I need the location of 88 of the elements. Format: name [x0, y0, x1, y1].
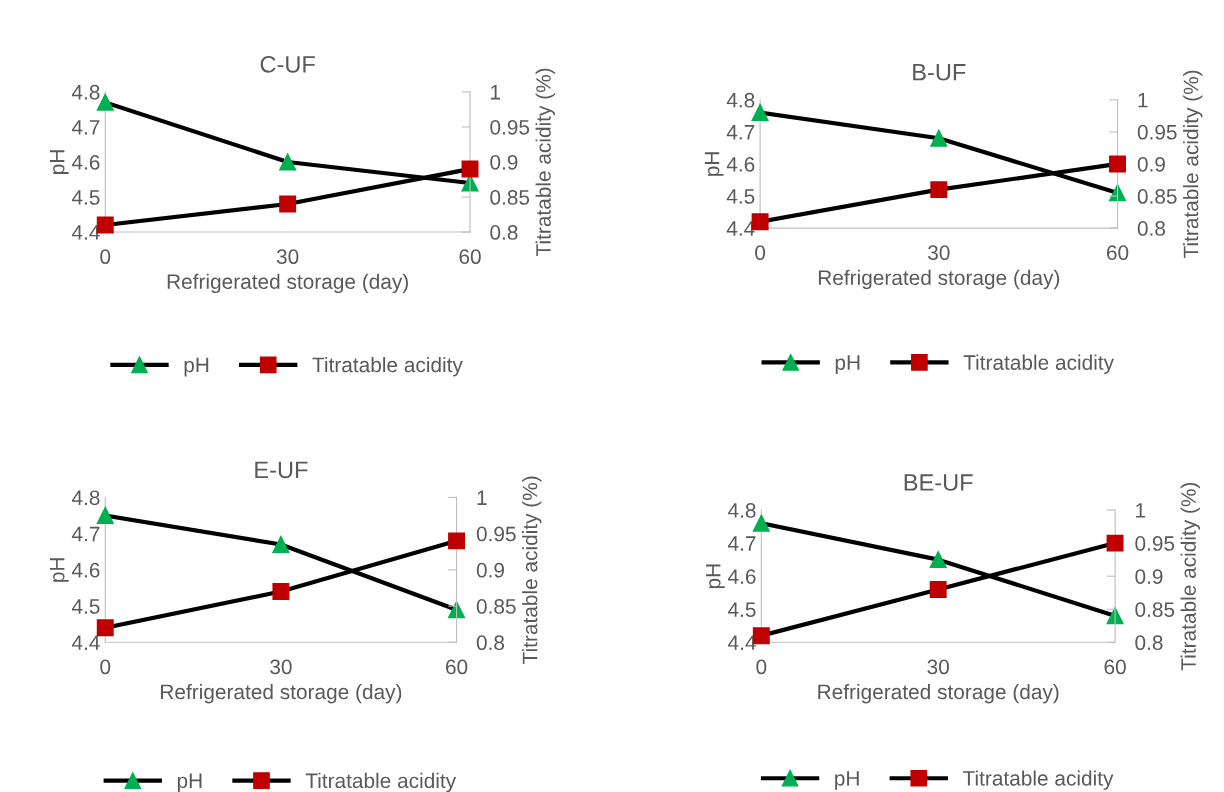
- y2-tick-label: 0.9: [490, 154, 518, 170]
- y2-axis-title: Titratable acidity (%): [522, 476, 542, 664]
- y-tick-label: 4.8: [71, 490, 100, 506]
- y2-tick-label: 0.9: [1135, 569, 1163, 584]
- legend-label: pH: [835, 355, 860, 375]
- y-axis-title: pH: [50, 150, 69, 174]
- x-axis-title: Refrigerated storage (day): [818, 683, 1059, 704]
- y-axis-title: pH: [50, 558, 69, 582]
- chart-title: B-UF: [913, 64, 966, 81]
- legend-label: Titratable acidity: [312, 356, 463, 377]
- point: [279, 153, 297, 171]
- legend-label: Titratable acidity: [963, 354, 1114, 375]
- point: [279, 195, 297, 213]
- y-tick-label: 4.5: [71, 599, 100, 614]
- point: [96, 507, 114, 524]
- x-tick-label: 30: [270, 659, 292, 675]
- y2-tick-label: 0.85: [490, 190, 530, 205]
- x-axis-title: Refrigerated storage (day): [167, 273, 408, 294]
- y2-tick-label: 0.8: [476, 635, 505, 651]
- point: [1106, 534, 1124, 552]
- y2-tick-label: 0.9: [1137, 156, 1165, 172]
- y2-axis-title: Titratable acidity (%): [1180, 482, 1201, 671]
- chart-title: C-UF: [260, 55, 315, 73]
- x-tick-label: 0: [100, 249, 111, 265]
- x-tick-label: 30: [927, 659, 949, 675]
- y2-tick-label: 1: [1136, 503, 1146, 518]
- y2-tick-label: 0.9: [476, 562, 504, 578]
- y-tick-label: 4.7: [71, 120, 100, 135]
- y2-tick-label: 0.85: [476, 599, 516, 614]
- y-tick-label: 4.7: [726, 125, 755, 140]
- chart-title: BE-UF: [904, 474, 973, 491]
- x-tick-label: 0: [755, 245, 766, 261]
- y2-tick-label: 0.8: [1135, 635, 1163, 651]
- legend-label: pH: [177, 773, 202, 792]
- y-tick-label: 4.8: [71, 84, 100, 100]
- y-tick-label: 4.6: [71, 154, 100, 170]
- point: [448, 532, 466, 550]
- legend-label: Titratable acidity: [305, 772, 457, 792]
- y2-tick-label: 0.95: [490, 119, 530, 135]
- y2-tick-label: 1: [1138, 93, 1148, 108]
- y2-tick-label: 0.95: [1135, 536, 1175, 551]
- point: [448, 601, 466, 619]
- y-tick-label: 4.7: [71, 526, 100, 542]
- y2-tick-label: 1: [491, 85, 501, 100]
- x-tick-label: 30: [276, 249, 299, 265]
- y2-tick-label: 0.8: [1137, 221, 1166, 236]
- point: [461, 160, 479, 178]
- x-tick-label: 60: [1104, 659, 1126, 675]
- point: [930, 181, 948, 199]
- point: [929, 580, 947, 598]
- x-tick-label: 0: [100, 659, 111, 675]
- x-tick-label: 0: [756, 659, 767, 675]
- chart-title: E-UF: [255, 461, 308, 479]
- y-axis-title: pH: [706, 564, 725, 589]
- x-tick-label: 60: [446, 659, 468, 675]
- point: [929, 551, 947, 569]
- x-tick-label: 60: [1106, 245, 1129, 261]
- y2-tick-label: 0.8: [490, 225, 518, 240]
- y2-tick-label: 0.95: [1137, 124, 1177, 140]
- point: [272, 583, 290, 601]
- y-tick-label: 4.6: [71, 562, 100, 578]
- x-tick-label: 30: [928, 245, 950, 261]
- y-tick-label: 4.6: [726, 156, 755, 172]
- y2-tick-label: 1: [477, 490, 487, 505]
- point: [930, 129, 948, 147]
- point: [1109, 155, 1126, 173]
- y-tick-label: 4.5: [727, 602, 756, 617]
- x-tick-label: 60: [459, 249, 481, 265]
- legend-label: pH: [184, 357, 209, 377]
- y2-tick-label: 0.85: [1137, 189, 1177, 204]
- y-tick-label: 4.8: [727, 503, 756, 518]
- y-axis-title: pH: [704, 152, 724, 176]
- y2-axis-title: Titratable acidity (%): [1183, 70, 1203, 259]
- y2-axis-title: Titratable acidity (%): [535, 68, 555, 257]
- x-axis-title: Refrigerated storage (day): [161, 683, 402, 704]
- point: [272, 536, 290, 553]
- y2-tick-label: 0.95: [476, 526, 516, 542]
- y-tick-label: 4.6: [727, 569, 756, 584]
- y-tick-label: 4.8: [726, 92, 755, 108]
- y-tick-label: 4.7: [727, 536, 756, 551]
- x-axis-title: Refrigerated storage (day): [818, 269, 1060, 290]
- legend-label: Titratable acidity: [962, 770, 1114, 790]
- y2-tick-label: 0.85: [1135, 602, 1175, 617]
- point: [96, 619, 114, 637]
- y-tick-label: 4.4: [71, 635, 100, 650]
- y-tick-label: 4.5: [71, 190, 100, 205]
- y-tick-label: 4.5: [726, 189, 755, 204]
- legend-label: pH: [835, 771, 859, 790]
